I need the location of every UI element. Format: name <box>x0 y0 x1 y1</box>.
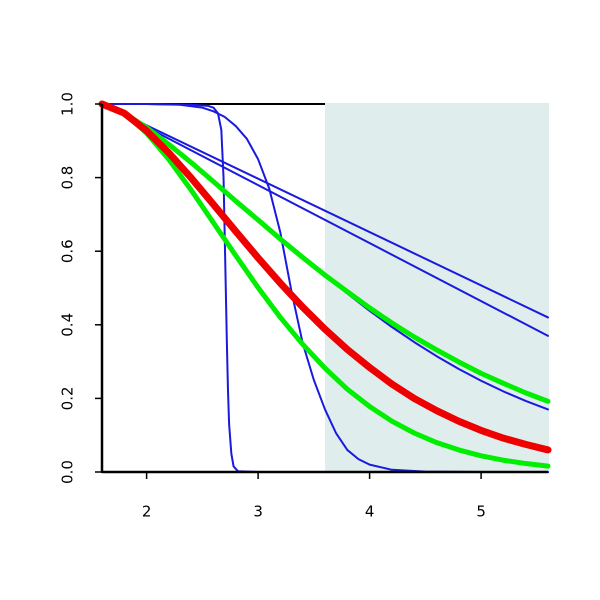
y-tick-label: 0.8 <box>59 166 77 190</box>
series-line <box>101 103 549 473</box>
series-line <box>101 103 549 337</box>
x-tick-label: 5 <box>476 503 486 521</box>
x-tick-label: 2 <box>142 503 152 521</box>
y-tick-label: 0.4 <box>59 313 77 337</box>
series-line <box>99 101 551 404</box>
x-tick-label: 4 <box>365 503 375 521</box>
shaded-region <box>325 103 549 472</box>
series-line <box>99 101 551 469</box>
y-tick-label: 0.2 <box>59 386 77 410</box>
y-tick-label: 0.0 <box>59 460 77 484</box>
x-tick-label: 3 <box>253 503 263 521</box>
y-tick-label: 1.0 <box>59 92 77 116</box>
series-line <box>101 103 549 319</box>
y-tick-label: 0.6 <box>59 239 77 263</box>
series-line <box>98 100 552 454</box>
